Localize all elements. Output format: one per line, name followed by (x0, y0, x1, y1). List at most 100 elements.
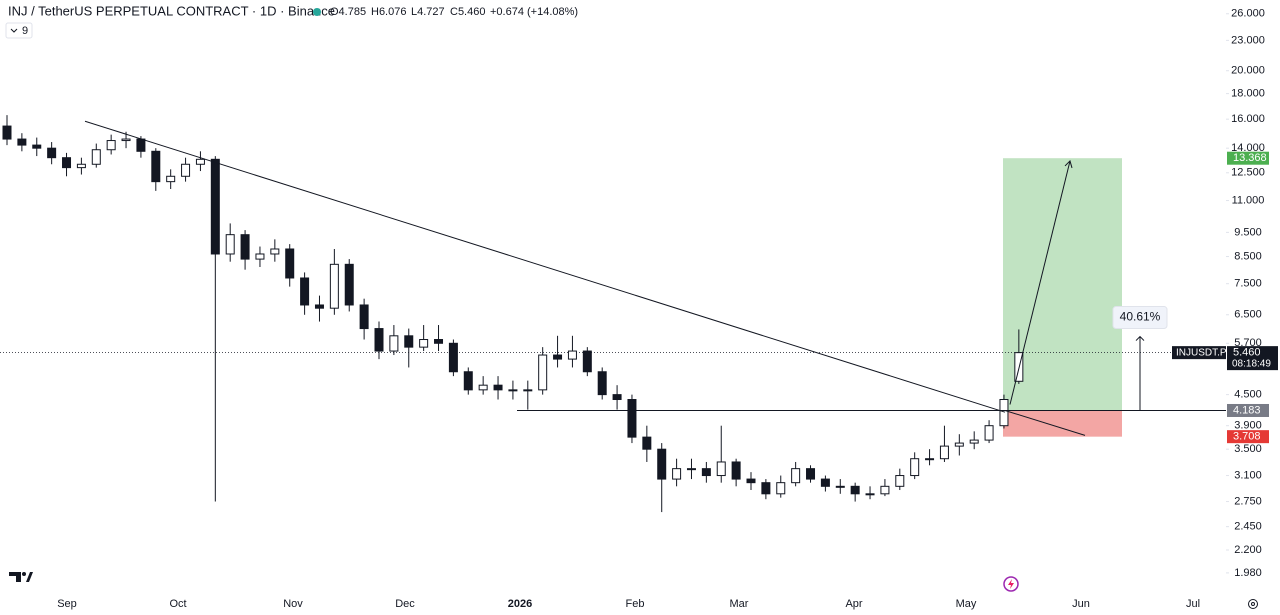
indicator-box[interactable] (5, 22, 33, 39)
price-tag (1227, 151, 1269, 165)
candle-body (225, 234, 235, 255)
candle-body (181, 163, 191, 177)
candle-body (389, 335, 399, 352)
candle-body (47, 147, 57, 159)
x-tick-label: Sep (57, 598, 77, 610)
symbol-tag (1172, 346, 1226, 360)
candle-body (419, 339, 429, 348)
candle-body (2, 125, 12, 140)
price-tag-label: 4.183 (1233, 404, 1261, 416)
candle-body (850, 485, 860, 495)
candle-body (151, 150, 161, 183)
candle-body (62, 157, 72, 169)
candle-body (76, 163, 86, 169)
price-tag (1227, 430, 1269, 444)
candle-body (597, 371, 607, 396)
candle-body (32, 144, 42, 149)
candle-body (642, 436, 652, 450)
price-tag-label: 3.708 (1233, 431, 1261, 443)
candle-body (538, 354, 548, 391)
candle-body (999, 399, 1009, 427)
y-tick-label: 9.500 (1234, 226, 1262, 238)
y-tick-label: 16.000 (1231, 113, 1265, 125)
x-tick-label: Apr (845, 598, 862, 610)
trendline (84, 120, 1006, 413)
x-tick-label: Feb (626, 598, 645, 610)
icon-dot (1251, 602, 1255, 606)
candle-body (300, 277, 310, 306)
y-tick-label: 14.000 (1231, 142, 1265, 154)
y-tick-label: 8.500 (1234, 250, 1262, 262)
candle-body (463, 371, 473, 391)
candle-body (627, 399, 637, 438)
candle-body (776, 482, 786, 495)
candle-body (314, 304, 324, 309)
x-tick-label: 2026 (508, 598, 532, 610)
status-dot (313, 8, 321, 16)
flash-icon[interactable] (1003, 576, 1019, 592)
candle-body (895, 475, 905, 487)
y-tick-label: 3.900 (1234, 420, 1262, 432)
candle-body (136, 138, 146, 152)
candle-body (612, 394, 622, 401)
candle-body (880, 485, 890, 495)
arrow-head (1135, 335, 1145, 341)
y-tick-label: 26.000 (1231, 8, 1265, 20)
candle-body (255, 253, 265, 260)
y-tick-label: 3.100 (1234, 469, 1262, 481)
y-tick-label: 18.000 (1231, 88, 1265, 100)
symbol-label: INJUSDT.P (1176, 347, 1227, 358)
candle-body (969, 439, 979, 444)
candle-body (91, 149, 101, 165)
y-tick-label: 7.500 (1234, 278, 1262, 290)
y-tick-label: 2.200 (1234, 544, 1262, 556)
candle-body (359, 304, 369, 330)
header-stat: +0.674 (+14.08%) (490, 6, 578, 18)
x-tick-label: May (956, 598, 977, 610)
header-stat: H6.076 (371, 6, 406, 18)
last-price-label: 5.460 (1233, 347, 1261, 359)
settings-icon[interactable] (1248, 599, 1258, 609)
candle-body (657, 448, 667, 480)
candle-body (553, 354, 563, 360)
icon-bolt (1008, 579, 1014, 589)
icon-ring (1248, 599, 1258, 609)
candle-body (285, 248, 295, 279)
indicator-label: 9 (22, 25, 28, 37)
candle-body (121, 138, 131, 142)
stop-projection (1004, 410, 1086, 436)
y-tick-label: 3.500 (1234, 443, 1262, 455)
x-tick-label: Nov (283, 598, 303, 610)
x-tick-label: Dec (395, 598, 415, 610)
y-tick-label: 2.450 (1234, 521, 1262, 533)
header-stat: O4.785 (330, 6, 366, 18)
candle-body (686, 468, 696, 471)
logo-part (26, 572, 33, 582)
candle-body (493, 384, 503, 391)
price-tag-label: 13.368 (1233, 152, 1267, 164)
candle-body (910, 458, 920, 477)
chart-title: INJ / TetherUS PERPETUAL CONTRACT · 1D ·… (8, 3, 335, 18)
candle-body (374, 328, 384, 352)
measure-label: 40.61% (1120, 310, 1161, 324)
candle-body (701, 468, 711, 477)
stop-zone (1003, 410, 1122, 437)
last-price-tag (1227, 346, 1278, 371)
candle-body (925, 458, 935, 461)
candle-body (954, 442, 964, 447)
candle-body (716, 461, 726, 477)
chevron-icon (10, 28, 18, 33)
arrow-head (1064, 159, 1073, 169)
candle-body (508, 389, 518, 392)
candle-body (731, 461, 741, 480)
projection-arrow (1009, 160, 1071, 405)
candle-body (106, 140, 116, 151)
candle-body (806, 468, 816, 480)
x-tick-label: Jun (1072, 598, 1090, 610)
y-tick-label: 6.500 (1234, 309, 1262, 321)
candle-body (404, 335, 414, 348)
header-stat: L4.727 (411, 6, 445, 18)
candle-body (270, 248, 280, 255)
candle-body (523, 389, 533, 392)
candle-body (791, 468, 801, 484)
